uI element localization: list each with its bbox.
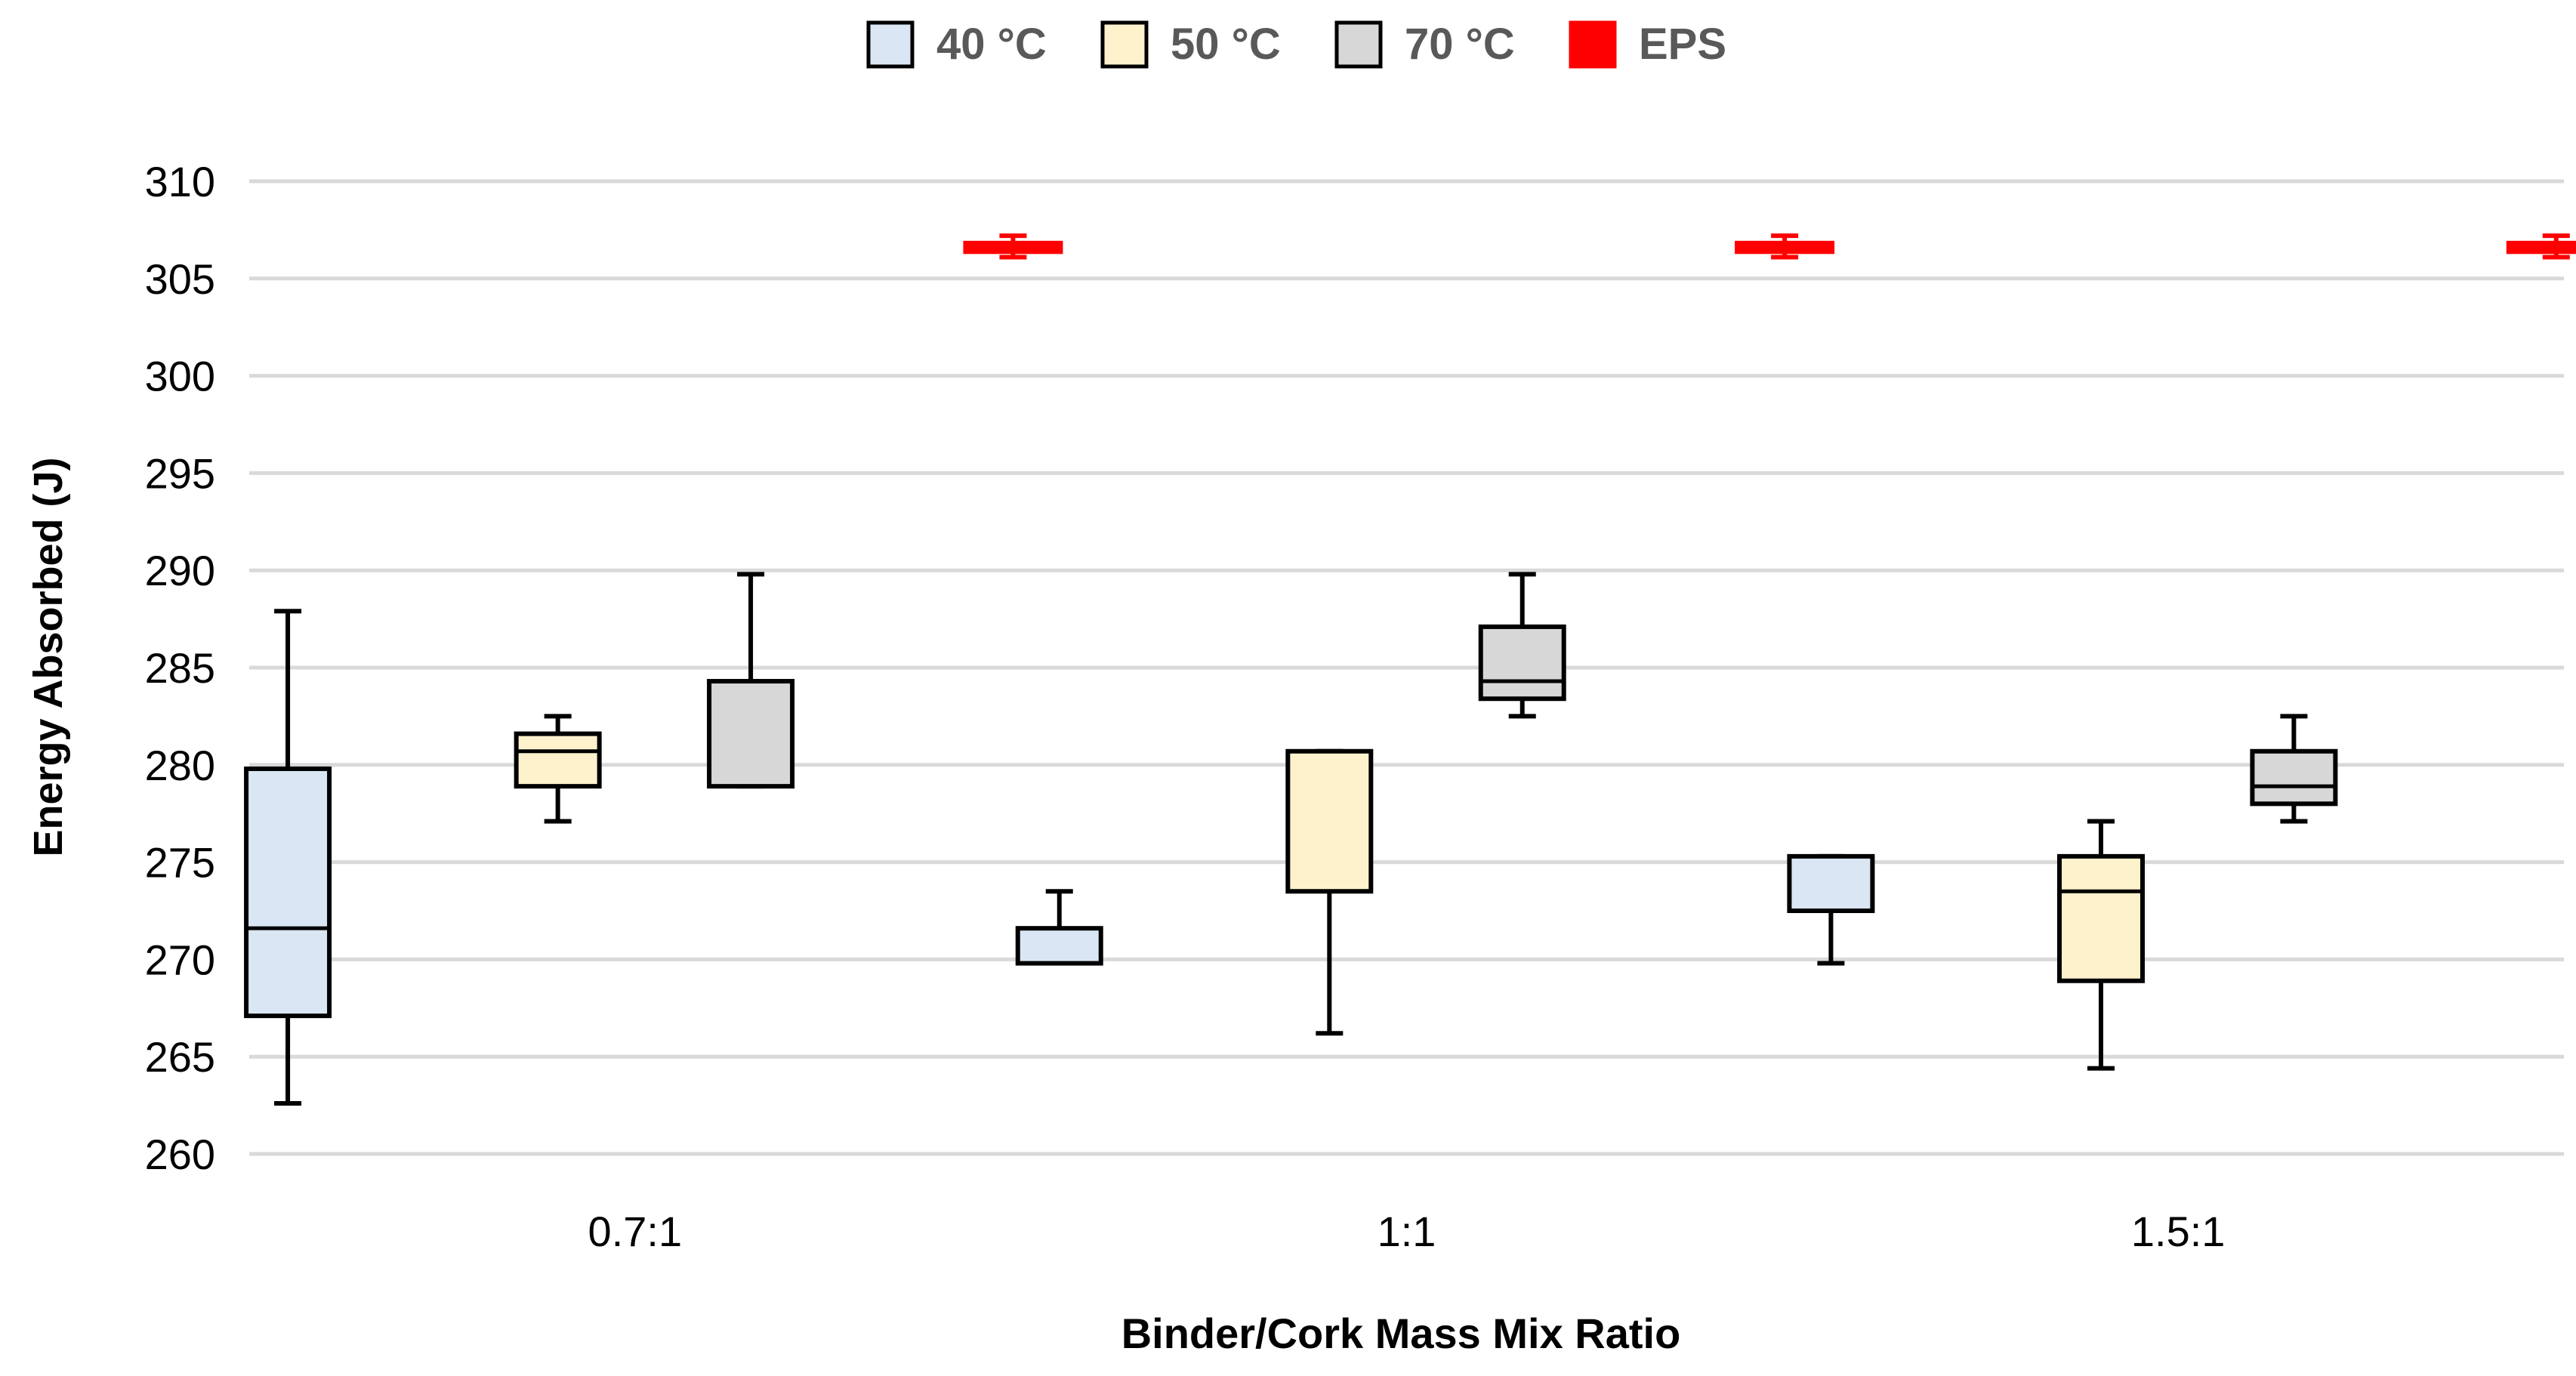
legend-label: 40 °C xyxy=(936,20,1047,69)
y-tick-label: 280 xyxy=(145,742,215,789)
legend-label: 70 °C xyxy=(1405,20,1515,69)
y-tick-label: 265 xyxy=(145,1033,215,1081)
x-axis-tick-labels: 0.7:1 1:1 1.5:1 xyxy=(588,1208,2226,1255)
box xyxy=(514,714,602,824)
box xyxy=(1478,572,1566,719)
y-axis-tick-labels: 260 265 270 275 280 285 290 295 300 305 310 xyxy=(145,158,215,1178)
y-axis-title: Energy Absorbed (J) xyxy=(26,457,71,856)
box-body xyxy=(244,766,332,1019)
box-body xyxy=(2250,748,2338,807)
y-tick-label: 285 xyxy=(145,644,215,692)
legend-entry: 70 °C xyxy=(1334,20,1515,69)
legend-swatch xyxy=(1334,20,1383,69)
x-tick-label: 1:1 xyxy=(1377,1208,1436,1255)
legend-swatch xyxy=(1569,20,1617,69)
y-tick-label: 300 xyxy=(145,353,215,400)
box xyxy=(244,609,332,1106)
series-eps xyxy=(963,233,2576,260)
box xyxy=(963,233,1063,260)
legend-swatch xyxy=(866,20,915,69)
box xyxy=(2506,233,2576,260)
y-tick-label: 270 xyxy=(145,936,215,983)
legend-label: 50 °C xyxy=(1171,20,1281,69)
legend-entry: 40 °C xyxy=(866,20,1047,69)
box xyxy=(1285,748,1374,1036)
box-body xyxy=(1015,926,1103,966)
legend-entry: 50 °C xyxy=(1100,20,1281,69)
series-40-c xyxy=(244,609,1875,1106)
box xyxy=(2250,714,2338,824)
legend-label: EPS xyxy=(1639,20,1726,69)
box-body xyxy=(707,679,795,789)
box xyxy=(2057,819,2145,1071)
y-tick-label: 260 xyxy=(145,1131,215,1178)
box xyxy=(1015,889,1103,966)
series-50-c xyxy=(514,714,2145,1071)
box-plot-series xyxy=(244,233,2576,1106)
box-body xyxy=(1478,624,1566,702)
y-tick-label: 295 xyxy=(145,449,215,497)
gridlines xyxy=(249,179,2564,1156)
y-tick-label: 275 xyxy=(145,839,215,887)
legend: 40 °C 50 °C 70 °C EPS xyxy=(866,20,1726,69)
box-body xyxy=(1787,853,1875,913)
y-tick-label: 305 xyxy=(145,255,215,303)
box-body xyxy=(1285,748,1374,894)
box-body xyxy=(2057,853,2145,983)
box-body xyxy=(514,731,602,789)
y-tick-label: 290 xyxy=(145,547,215,594)
legend-swatch xyxy=(1100,20,1149,69)
x-tick-label: 1.5:1 xyxy=(2131,1208,2226,1255)
legend-entry: EPS xyxy=(1569,20,1726,69)
x-axis-title: Binder/Cork Mass Mix Ratio xyxy=(1121,1310,1681,1357)
box xyxy=(1787,853,1875,966)
box xyxy=(1735,233,1835,260)
x-tick-label: 0.7:1 xyxy=(588,1208,683,1255)
y-tick-label: 310 xyxy=(145,158,215,205)
series-70-c xyxy=(707,572,2338,824)
box xyxy=(707,572,795,789)
